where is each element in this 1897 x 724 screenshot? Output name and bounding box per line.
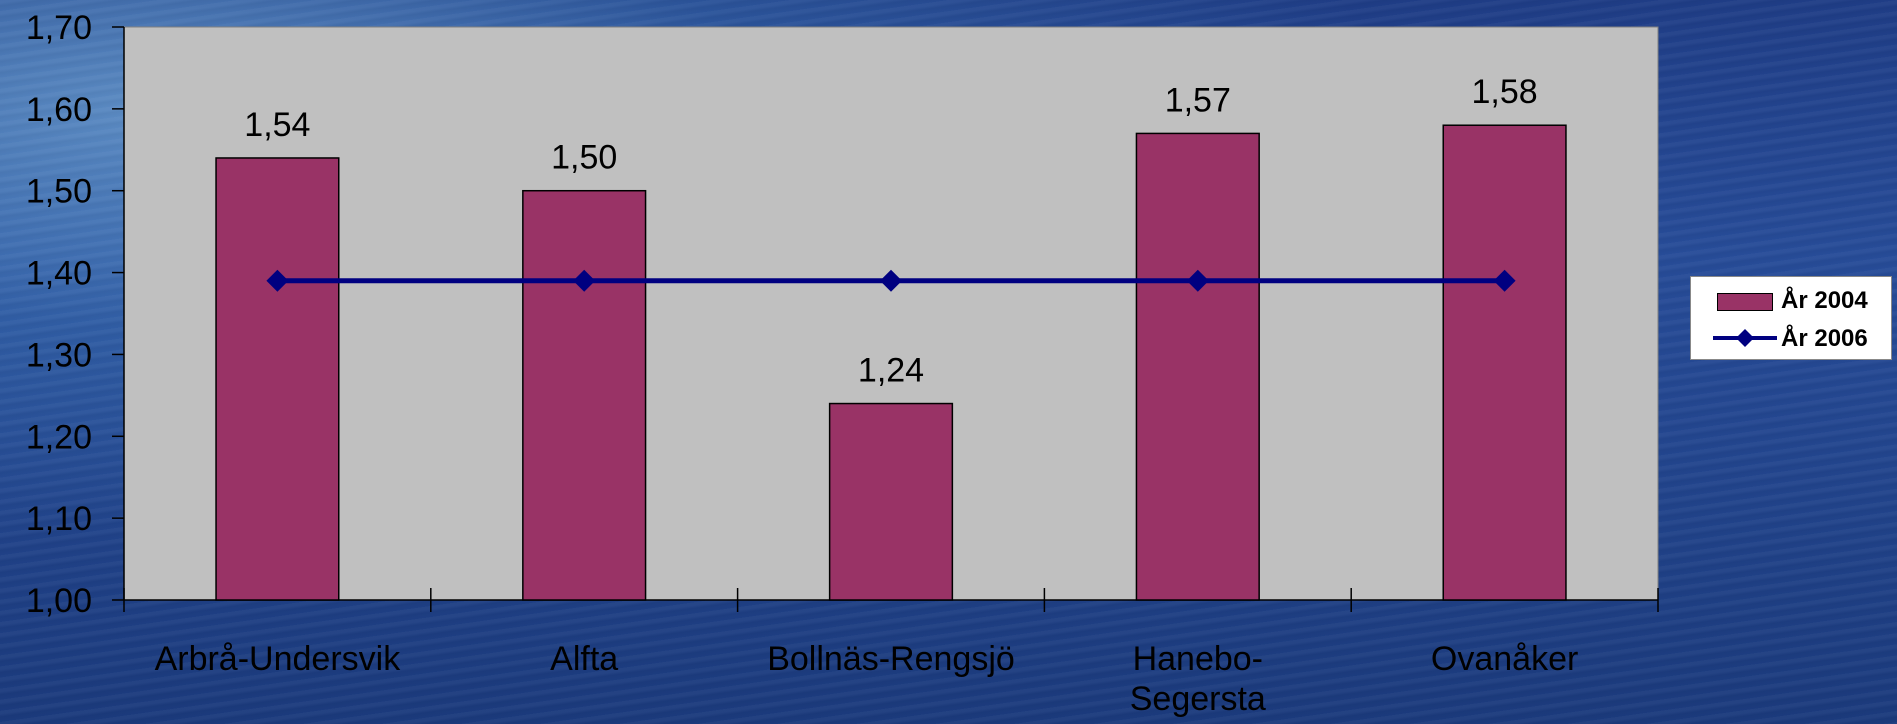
line-marker [573, 269, 596, 292]
line-marker [1186, 269, 1209, 292]
legend-swatch-bar [1717, 293, 1773, 311]
x-category-label: Arbrå-Undersvik [155, 640, 402, 678]
y-axis: 1,00 1,10 1,20 1,30 1,40 1,50 1,60 1,70 [26, 9, 125, 620]
legend-label-2004: År 2004 [1781, 287, 1868, 314]
bar-data-label: 1,50 [551, 139, 617, 177]
y-tick-label: 1,30 [26, 336, 92, 374]
legend-item-2006: År 2006 [1691, 319, 1891, 355]
y-tick-label: 1,50 [26, 173, 92, 211]
y-tick-label: 1,20 [26, 418, 92, 456]
line-marker [1493, 269, 1516, 292]
bar [1442, 124, 1567, 601]
legend: År 2004 År 2006 [1690, 276, 1892, 360]
x-category-label: Hanebo-Segersta [1130, 640, 1266, 718]
y-tick-label: 1,10 [26, 500, 92, 538]
x-category-label: Bollnäs-Rengsjö [767, 640, 1015, 678]
legend-label-2006: År 2006 [1781, 325, 1868, 352]
bar [828, 402, 954, 601]
y-tick-label: 1,60 [26, 91, 92, 129]
y-tick-label: 1,40 [26, 255, 92, 293]
bar [215, 157, 340, 601]
x-category-label: Ovanåker [1431, 640, 1578, 678]
legend-swatch-line [1713, 329, 1777, 347]
bar [522, 189, 647, 601]
bar-data-label: 1,57 [1165, 81, 1231, 119]
y-tick-label: 1,70 [26, 9, 92, 47]
line-marker [880, 269, 902, 292]
y-tick-label: 1,00 [26, 582, 92, 620]
bar-data-label: 1,58 [1472, 73, 1538, 111]
bar-series [215, 124, 1567, 601]
x-axis: Arbrå-Undersvik Alfta Bollnäs-Rengsjö Haneb… [123, 588, 1659, 718]
line-series [266, 269, 1516, 292]
bar [1135, 132, 1260, 601]
bar-data-label: 1,24 [858, 352, 924, 390]
line-marker [266, 269, 289, 292]
bar-data-label: 1,54 [244, 106, 310, 144]
x-category-label: Alfta [550, 640, 618, 678]
legend-item-2004: År 2004 [1691, 281, 1891, 317]
data-labels: 1,54 1,50 1,24 1,57 1,58 [244, 73, 1537, 389]
